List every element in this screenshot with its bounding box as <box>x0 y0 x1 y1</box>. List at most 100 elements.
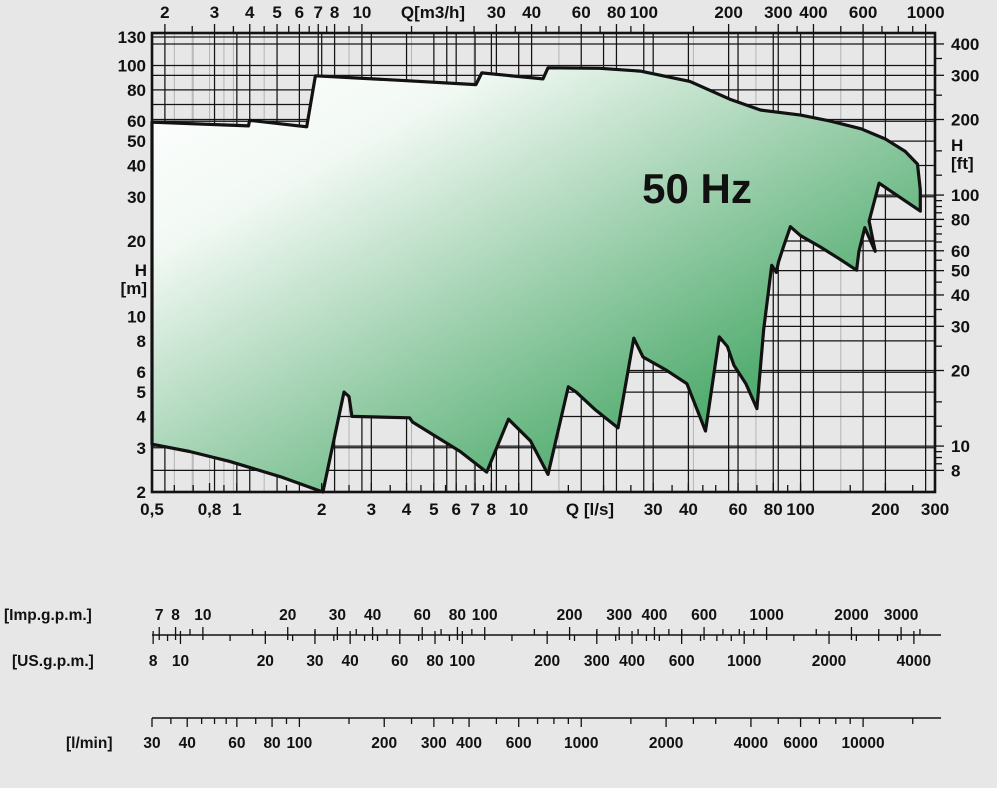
right-axis-title: H <box>951 136 963 155</box>
right-axis-tick-label: 80 <box>951 210 970 229</box>
top-axis-tick-label: 4 <box>245 3 255 22</box>
left-axis-tick-label: 10 <box>127 308 146 327</box>
left-axis-title: [m] <box>121 279 147 298</box>
top-axis-tick-label: 10 <box>352 3 371 22</box>
us-gpm-tick-label: 30 <box>306 653 323 670</box>
bottom-axis-tick-label: 7 <box>470 500 479 519</box>
left-axis-title: H <box>135 261 147 280</box>
lmin-tick-label: 400 <box>456 735 482 752</box>
left-axis-tick-label: 30 <box>127 188 146 207</box>
bottom-axis-tick-label: 6 <box>451 500 460 519</box>
bottom-axis-tick-label: 8 <box>487 500 496 519</box>
imp-gpm-tick-label: 7 <box>155 607 164 624</box>
lmin-tick-label: 300 <box>421 735 447 752</box>
top-axis-tick-label: 300 <box>764 3 792 22</box>
left-axis-tick-label: 80 <box>127 81 146 100</box>
imp-gpm-tick-label: 3000 <box>884 607 918 624</box>
plot-border <box>150 31 937 494</box>
bottom-axis-tick-label: 2 <box>317 500 326 519</box>
right-axis-tick-label: 40 <box>951 286 970 305</box>
bottom-axis-ticks <box>151 483 936 492</box>
us-gpm-scale-label: [US.g.p.m.] <box>12 653 94 670</box>
bottom-axis-tick-label: 300 <box>921 500 949 519</box>
imp-gpm-tick-label: 2000 <box>834 607 868 624</box>
us-gpm-tick-label: 1000 <box>727 653 761 670</box>
left-axis-tick-label: 60 <box>127 112 146 131</box>
top-axis-tick-label: 7 <box>314 3 323 22</box>
top-axis-tick-label: 400 <box>799 3 827 22</box>
top-axis-tick-label: 30 <box>487 3 506 22</box>
imp-gpm-tick-label: 60 <box>414 607 431 624</box>
bottom-axis-tick-label: 1 <box>232 500 241 519</box>
right-axis-tick-label: 30 <box>951 317 970 336</box>
imp-gpm-tick-label: 80 <box>449 607 466 624</box>
us-gpm-ticks <box>152 631 915 644</box>
top-axis-tick-label: 3 <box>210 3 219 22</box>
lmin-tick-label: 10000 <box>842 735 885 752</box>
right-axis-title: [ft] <box>951 154 974 173</box>
top-axis-tick-label: 6 <box>295 3 304 22</box>
imp-gpm-scale-label: [Imp.g.p.m.] <box>4 607 92 624</box>
left-axis-tick-label: 50 <box>127 132 146 151</box>
frequency-label: 50 Hz <box>642 165 752 212</box>
bottom-axis-tick-label: 40 <box>679 500 698 519</box>
us-gpm-tick-label: 600 <box>669 653 695 670</box>
imp-gpm-tick-label: 600 <box>691 607 717 624</box>
lmin-tick-label: 80 <box>263 735 280 752</box>
bottom-axis-tick-label: 0,8 <box>198 500 222 519</box>
top-axis-tick-label: 200 <box>714 3 742 22</box>
top-axis-title: Q[m3/h] <box>401 3 465 22</box>
lmin-tick-label: 6000 <box>783 735 817 752</box>
right-axis-tick-label: 100 <box>951 186 979 205</box>
lmin-tick-label: 40 <box>179 735 196 752</box>
left-axis-tick-label: 20 <box>127 232 146 251</box>
bottom-axis-tick-label: 3 <box>367 500 376 519</box>
lmin-tick-label: 30 <box>143 735 160 752</box>
imp-gpm-tick-label: 100 <box>472 607 498 624</box>
bottom-axis-tick-label: 30 <box>644 500 663 519</box>
bottom-axis-tick-label: 0,5 <box>140 500 164 519</box>
lmin-tick-label: 2000 <box>649 735 683 752</box>
right-axis-tick-label: 10 <box>951 437 970 456</box>
bottom-axis-tick-label: 80 <box>764 500 783 519</box>
right-axis-tick-label: 50 <box>951 262 970 281</box>
left-axis-tick-label: 40 <box>127 156 146 175</box>
bottom-axis-title: Q [l/s] <box>566 500 614 519</box>
lmin-tick-label: 4000 <box>734 735 768 752</box>
top-axis-ticks <box>164 24 927 33</box>
imp-gpm-tick-label: 10 <box>194 607 211 624</box>
lmin-tick-label: 60 <box>228 735 245 752</box>
top-axis-tick-label: 8 <box>330 3 339 22</box>
right-axis-tick-label: 200 <box>951 111 979 130</box>
us-gpm-tick-label: 60 <box>391 653 408 670</box>
imp-gpm-tick-label: 40 <box>364 607 381 624</box>
us-gpm-tick-label: 10 <box>172 653 189 670</box>
right-axis-tick-label: 60 <box>951 242 970 261</box>
top-axis-tick-label: 80 <box>607 3 626 22</box>
left-axis-tick-label: 6 <box>137 363 146 382</box>
lmin-tick-label: 1000 <box>564 735 598 752</box>
us-gpm-tick-label: 300 <box>584 653 610 670</box>
left-axis-tick-label: 5 <box>137 383 146 402</box>
imp-gpm-tick-label: 1000 <box>749 607 783 624</box>
imp-gpm-ticks <box>158 627 921 640</box>
top-axis-tick-label: 2 <box>160 3 169 22</box>
imp-gpm-tick-label: 200 <box>557 607 583 624</box>
top-axis-tick-label: 600 <box>849 3 877 22</box>
bottom-axis-tick-label: 200 <box>871 500 899 519</box>
imp-gpm-tick-label: 400 <box>642 607 668 624</box>
us-gpm-tick-label: 40 <box>342 653 359 670</box>
right-axis-tick-label: 300 <box>951 66 979 85</box>
imp-gpm-tick-label: 20 <box>279 607 296 624</box>
left-axis-tick-label: 100 <box>118 57 146 76</box>
left-axis-tick-label: 4 <box>137 407 147 426</box>
top-axis-tick-label: 5 <box>272 3 281 22</box>
top-axis-tick-label: 1000 <box>907 3 945 22</box>
right-axis-tick-label: 8 <box>951 461 960 480</box>
imp-gpm-tick-label: 300 <box>606 607 632 624</box>
right-axis-ticks <box>935 43 944 472</box>
us-gpm-tick-label: 4000 <box>897 653 931 670</box>
lmin-tick-label: 600 <box>506 735 532 752</box>
